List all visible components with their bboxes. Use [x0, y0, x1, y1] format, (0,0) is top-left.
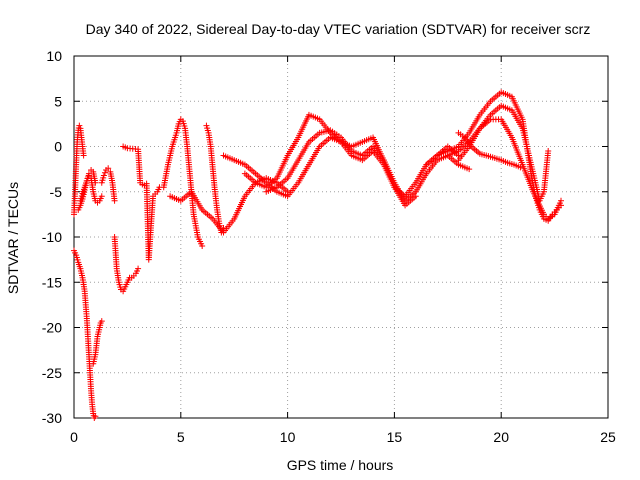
data-point: [412, 193, 419, 200]
y-tick-label: -5: [50, 184, 63, 200]
y-tick-label: 0: [54, 139, 62, 155]
series-arc-spread-6h: [167, 175, 291, 236]
data-point: [199, 243, 206, 250]
data-point: [466, 166, 473, 173]
series-arc-early-low: [77, 172, 105, 206]
chart-title: Day 340 of 2022, Sidereal Day-to-day VTE…: [86, 21, 591, 37]
y-tick-label: -15: [42, 274, 62, 290]
series-arc-rise-5h: [160, 116, 206, 250]
y-tick-label: 10: [46, 48, 62, 64]
x-tick-label: 15: [387, 429, 403, 445]
grid-lines: [74, 56, 608, 418]
series-arc-early-recover: [90, 318, 105, 367]
series-arc-drop-6h: [203, 122, 227, 236]
y-axis-label: SDTVAR / TECUs: [5, 182, 21, 294]
data-point: [98, 318, 105, 325]
series-arc-20h-c: [444, 116, 565, 222]
axes: [73, 55, 609, 419]
data-point: [101, 169, 108, 176]
y-tick-label: -25: [42, 365, 62, 381]
data-point: [220, 224, 227, 231]
data-point: [80, 152, 87, 159]
data-point: [545, 148, 552, 155]
data-point: [111, 197, 118, 204]
y-tick-label: -10: [42, 229, 62, 245]
y-tick-label: -20: [42, 320, 62, 336]
x-tick-label: 5: [177, 429, 185, 445]
y-tick-label: -30: [42, 410, 62, 426]
series-arc-small-1: [98, 165, 118, 204]
series-arc-11h-b: [263, 127, 473, 204]
data-point: [105, 165, 112, 172]
y-tick-label: 5: [54, 93, 62, 109]
data-point: [76, 122, 83, 129]
tick-labels: 0 5 10 15 20 25 -30 -25 -20 -15 -10 -5 0 5 10: [42, 48, 616, 445]
series-arc-20h-b: [455, 102, 552, 204]
series-arc-dip-2h: [111, 234, 142, 295]
data-point: [135, 265, 142, 272]
data-point: [98, 193, 105, 200]
x-tick-label: 0: [70, 429, 78, 445]
series-arc-19h-cross: [455, 129, 524, 171]
series-arc-11h-c: [220, 134, 419, 209]
data-point: [517, 164, 524, 171]
x-tick-label: 10: [280, 429, 296, 445]
data-point: [92, 413, 99, 420]
x-tick-label: 25: [600, 429, 616, 445]
data-point: [100, 172, 107, 179]
data-points: [71, 89, 565, 421]
series-arc-early-top: [71, 122, 87, 218]
data-point: [558, 197, 565, 204]
series-arc-scatter-3h: [120, 143, 163, 263]
x-axis-label: GPS time / hours: [287, 457, 394, 473]
x-tick-label: 20: [493, 429, 509, 445]
series-arc-early-deep: [71, 247, 99, 421]
